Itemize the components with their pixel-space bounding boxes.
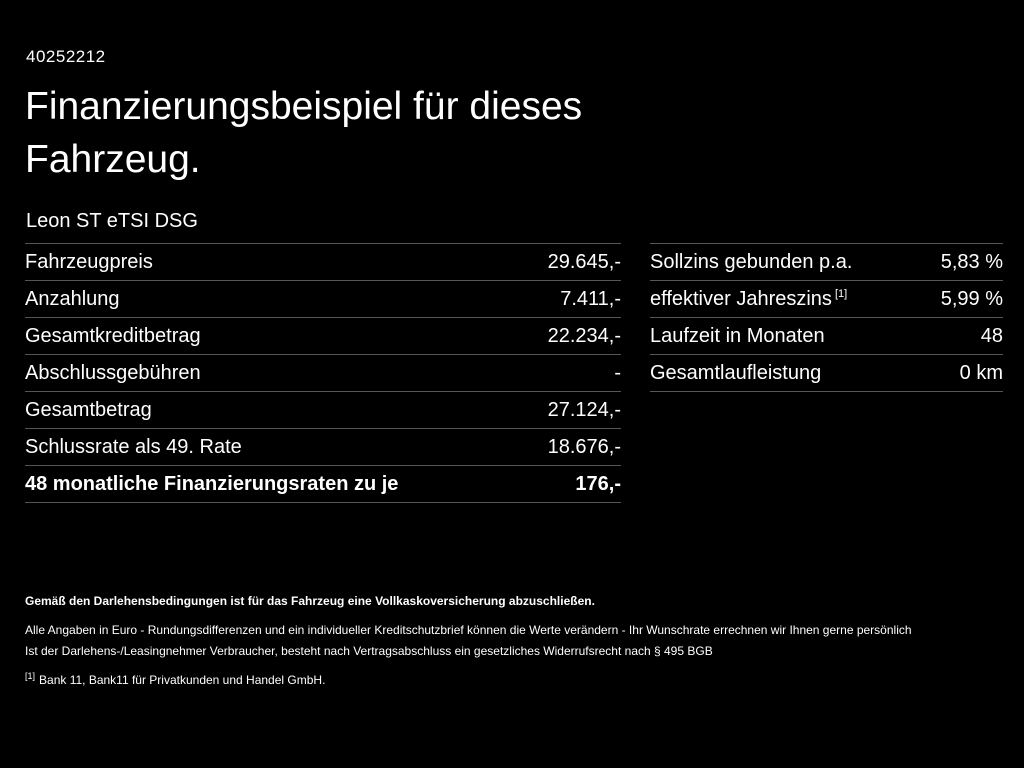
row-value: 48 xyxy=(980,324,1003,347)
row-value: 18.676,- xyxy=(547,435,621,458)
finance-table: Fahrzeugpreis 29.645,- Anzahlung 7.411,-… xyxy=(25,243,621,503)
row-value: 5,83 % xyxy=(940,250,1003,273)
table-row: Abschlussgebühren - xyxy=(25,354,621,391)
row-value: 5,99 % xyxy=(940,287,1003,310)
row-value: 27.124,- xyxy=(547,398,621,421)
disclaimer-euro: Alle Angaben in Euro - Rundungsdifferenz… xyxy=(25,623,912,637)
footnote-ref-marker: [1] xyxy=(834,287,848,300)
table-row: Laufzeit in Monaten 48 xyxy=(650,317,1003,354)
row-value: 0 km xyxy=(959,361,1003,384)
footnote-bank: [1] Bank 11, Bank11 für Privatkunden und … xyxy=(25,671,1003,687)
table-row: Sollzins gebunden p.a. 5,83 % xyxy=(650,243,1003,280)
row-label: Anzahlung xyxy=(25,287,120,310)
table-row: Gesamtkreditbetrag 22.234,- xyxy=(25,317,621,354)
vehicle-model: Leon ST eTSI DSG xyxy=(26,210,198,232)
insurance-note: Gemäß den Darlehensbedingungen ist für d… xyxy=(25,594,595,608)
row-label: Sollzins gebunden p.a. xyxy=(650,250,853,273)
row-label: Gesamtkreditbetrag xyxy=(25,324,201,347)
page-title: Finanzierungsbeispiel für dieses Fahrzeu… xyxy=(25,85,583,181)
listing-id: 40252212 xyxy=(26,47,106,66)
row-label: Laufzeit in Monaten xyxy=(650,324,825,347)
conditions-table: Sollzins gebunden p.a. 5,83 % effektiver… xyxy=(650,243,1003,392)
row-value: 29.645,- xyxy=(547,250,621,273)
table-row-monthly-rate: 48 monatliche Finanzierungsraten zu je 1… xyxy=(25,465,621,503)
row-label: 48 monatliche Finanzierungsraten zu je xyxy=(25,472,399,495)
row-value: - xyxy=(614,361,621,384)
row-label: effektiver Jahreszins [1] xyxy=(650,288,847,311)
table-row: Gesamtlaufleistung 0 km xyxy=(650,354,1003,392)
legal-footer: Gemäß den Darlehensbedingungen ist für d… xyxy=(25,594,1003,687)
row-label: Gesamtbetrag xyxy=(25,398,152,421)
table-row: Gesamtbetrag 27.124,- xyxy=(25,391,621,428)
row-value: 22.234,- xyxy=(547,324,621,347)
row-label: Fahrzeugpreis xyxy=(25,250,153,273)
disclaimer-widerruf: Ist der Darlehens-/Leasingnehmer Verbrau… xyxy=(25,644,713,658)
row-value: 176,- xyxy=(575,472,621,495)
row-label-text: effektiver Jahreszins xyxy=(650,287,832,310)
row-label: Abschlussgebühren xyxy=(25,361,201,384)
table-row: Fahrzeugpreis 29.645,- xyxy=(25,243,621,280)
footnote-text: Bank 11, Bank11 für Privatkunden und Han… xyxy=(39,673,326,687)
table-row: Schlussrate als 49. Rate 18.676,- xyxy=(25,428,621,465)
footnote-ref: [1] xyxy=(25,671,36,681)
row-label: Gesamtlaufleistung xyxy=(650,361,822,384)
row-value: 7.411,- xyxy=(560,287,621,310)
table-row: Anzahlung 7.411,- xyxy=(25,280,621,317)
table-row: effektiver Jahreszins [1] 5,99 % xyxy=(650,280,1003,317)
row-label: Schlussrate als 49. Rate xyxy=(25,435,242,458)
